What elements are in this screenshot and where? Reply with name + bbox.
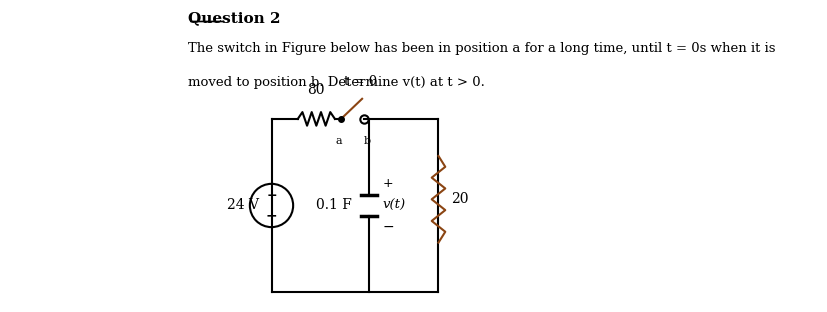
Text: b: b	[363, 136, 370, 146]
Text: 80: 80	[307, 83, 325, 97]
Text: moved to position b. Determine v(t) at t > 0.: moved to position b. Determine v(t) at t…	[188, 76, 485, 89]
Text: −: −	[265, 208, 277, 222]
Text: +: +	[265, 189, 276, 202]
Text: 24 V: 24 V	[227, 198, 259, 212]
Text: The switch in Figure below has been in position a for a long time, until t = 0s : The switch in Figure below has been in p…	[188, 41, 775, 55]
Text: +: +	[382, 177, 393, 190]
Text: Question 2: Question 2	[188, 11, 280, 25]
Text: 0.1 F: 0.1 F	[316, 198, 351, 212]
Text: 20: 20	[451, 192, 468, 206]
Text: v(t): v(t)	[382, 199, 405, 212]
Text: −: −	[382, 220, 394, 234]
Text: t = 0: t = 0	[343, 75, 376, 88]
Text: a: a	[335, 136, 342, 146]
